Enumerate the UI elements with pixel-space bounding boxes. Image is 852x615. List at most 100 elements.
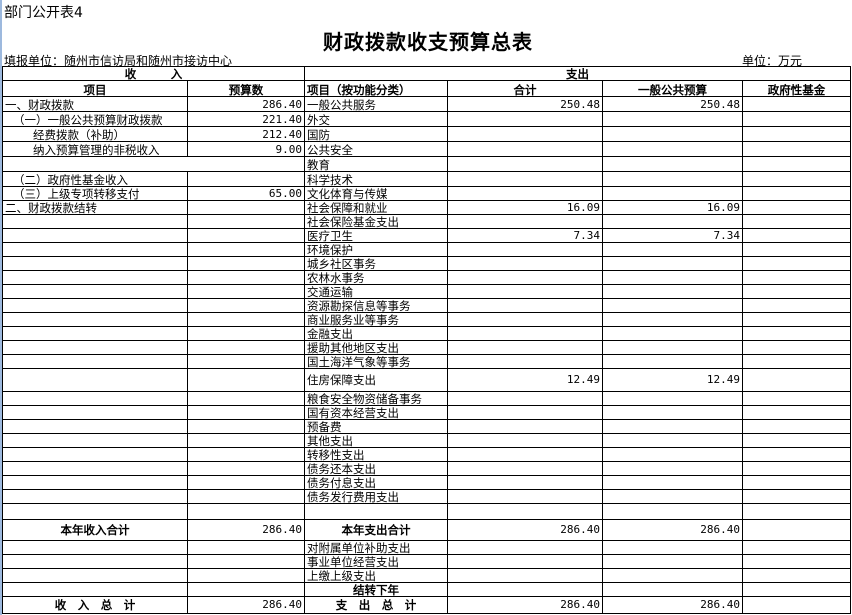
expense-total <box>447 433 603 448</box>
expense-total <box>447 391 603 406</box>
expense-fund <box>742 298 851 313</box>
table-row: 国土海洋气象等事务 <box>2 354 851 369</box>
expense-general <box>602 503 743 520</box>
expense-general <box>602 126 743 142</box>
expense-general <box>602 340 743 355</box>
income-amount <box>187 391 305 406</box>
income-amount <box>187 200 305 215</box>
expense-general: 286.40 <box>602 596 743 614</box>
expense-total <box>447 270 603 285</box>
table-row: 收 入 总 计 286.40 支 出 总 计 286.40 286.40 <box>2 596 851 614</box>
table-row: 国有资本经营支出 <box>2 405 851 420</box>
expense-total <box>447 475 603 490</box>
table-row: 结转下年 <box>2 582 851 597</box>
expense-item: 环境保护 <box>304 242 448 257</box>
table-row: 债务还本支出 <box>2 461 851 476</box>
expense-item: 国有资本经营支出 <box>304 405 448 420</box>
expense-total <box>447 242 603 257</box>
income-amount <box>187 582 305 597</box>
income-item: 纳入预算管理的非税收入 <box>2 141 188 157</box>
income-amount <box>187 242 305 257</box>
income-amount <box>187 214 305 229</box>
expense-general: 12.49 <box>602 368 743 392</box>
expense-general <box>602 405 743 420</box>
expense-item: 金融支出 <box>304 326 448 341</box>
expense-item: 债务发行费用支出 <box>304 489 448 504</box>
table-row <box>2 503 851 520</box>
expense-header: 支出 <box>304 66 851 81</box>
expense-total <box>447 540 603 555</box>
expense-fund <box>742 340 851 355</box>
income-amount <box>187 368 305 392</box>
expense-item: 国防 <box>304 126 448 142</box>
income-item <box>2 312 188 327</box>
expense-fund <box>742 312 851 327</box>
income-amount <box>187 475 305 490</box>
expense-general <box>602 141 743 157</box>
expense-item: 城乡社区事务 <box>304 256 448 271</box>
expense-item: 住房保障支出 <box>304 368 448 392</box>
expense-total <box>447 298 603 313</box>
expense-item: 交通运输 <box>304 284 448 299</box>
expense-general <box>602 568 743 583</box>
table-row: 资源勘探信息等事务 <box>2 298 851 313</box>
expense-fund <box>742 214 851 229</box>
expense-item: 教育 <box>304 156 448 172</box>
expense-item <box>304 503 448 520</box>
expense-general: 7.34 <box>602 228 743 243</box>
expense-item: 农林水事务 <box>304 270 448 285</box>
expense-general <box>602 461 743 476</box>
income-item <box>2 256 188 271</box>
expense-total <box>447 141 603 157</box>
expense-fund <box>742 419 851 434</box>
expense-total <box>447 126 603 142</box>
expense-total <box>447 326 603 341</box>
table-row: 一、财政拨款 286.40 一般公共服务 250.48 250.48 <box>2 96 851 112</box>
table-row: 经费拨款（补助） 212.40 国防 <box>2 126 851 142</box>
item-header: 项目 <box>2 80 188 97</box>
budget-table: 收 入 支出 项目 预算数 项目（按功能分类） 合计 一般公共预算 政府性基金 … <box>2 66 851 614</box>
expense-general: 250.48 <box>602 96 743 112</box>
table-row: 二、财政拨款结转 社会保障和就业 16.09 16.09 <box>2 200 851 215</box>
expense-total <box>447 186 603 201</box>
expense-total <box>447 171 603 187</box>
expense-item: 其他支出 <box>304 433 448 448</box>
expense-total <box>447 554 603 569</box>
income-item <box>2 554 188 569</box>
income-amount <box>187 540 305 555</box>
income-amount <box>187 461 305 476</box>
income-amount <box>187 284 305 299</box>
sheet-label: 部门公开表4 <box>4 5 83 21</box>
expense-fund <box>742 126 851 142</box>
income-amount: 286.40 <box>187 596 305 614</box>
income-item: 一、财政拨款 <box>2 96 188 112</box>
item-func-header: 项目（按功能分类） <box>304 80 448 97</box>
income-amount <box>187 489 305 504</box>
expense-total: 250.48 <box>447 96 603 112</box>
expense-total <box>447 582 603 597</box>
table-row: 债务发行费用支出 <box>2 489 851 504</box>
income-amount <box>187 354 305 369</box>
expense-item: 国土海洋气象等事务 <box>304 354 448 369</box>
income-header: 收 入 <box>2 66 305 81</box>
income-amount <box>187 270 305 285</box>
expense-item: 上缴上级支出 <box>304 568 448 583</box>
expense-total <box>447 312 603 327</box>
table-row: 环境保护 <box>2 242 851 257</box>
table-row: 债务付息支出 <box>2 475 851 490</box>
expense-item: 债务付息支出 <box>304 475 448 490</box>
expense-general <box>602 354 743 369</box>
table-row: 交通运输 <box>2 284 851 299</box>
expense-total <box>447 503 603 520</box>
income-amount <box>187 298 305 313</box>
total-header: 合计 <box>447 80 603 97</box>
table-row: 上缴上级支出 <box>2 568 851 583</box>
expense-fund <box>742 447 851 462</box>
expense-fund <box>742 156 851 172</box>
income-amount <box>187 405 305 420</box>
income-amount <box>187 447 305 462</box>
income-amount <box>187 554 305 569</box>
income-item <box>2 475 188 490</box>
income-item: （二）政府性基金收入 <box>2 171 188 187</box>
expense-total <box>447 214 603 229</box>
